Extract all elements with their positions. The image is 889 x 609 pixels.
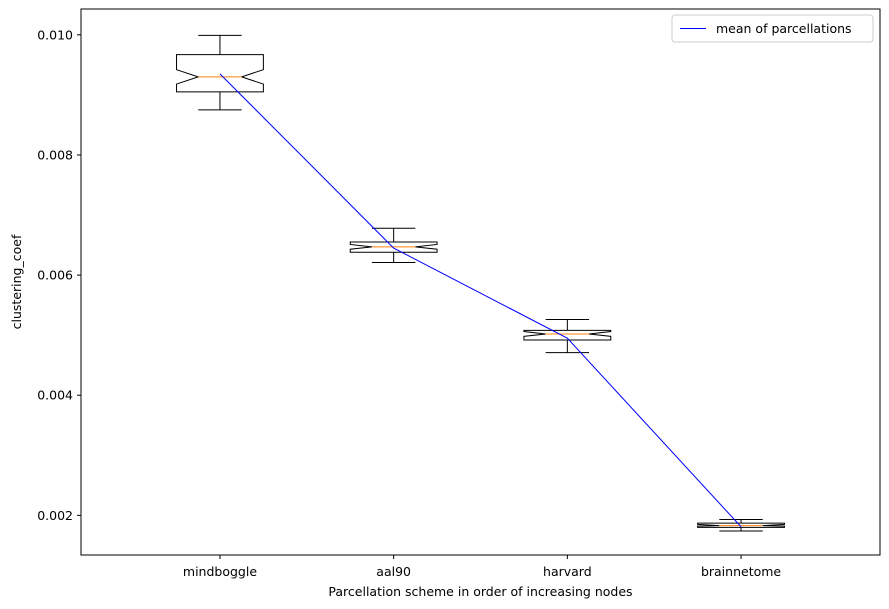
box-harvard bbox=[523, 319, 612, 354]
x-axis-label: Parcellation scheme in order of increasi… bbox=[328, 584, 632, 599]
x-tick-label: harvard bbox=[543, 564, 592, 579]
y-axis-label: clustering_coef bbox=[9, 234, 24, 329]
box-aal90 bbox=[349, 227, 438, 263]
box-body bbox=[697, 522, 785, 528]
plot-frame bbox=[80, 8, 881, 556]
series-line-mean-of-parcellations bbox=[219, 73, 742, 528]
boxes-layer bbox=[176, 34, 785, 532]
box-body bbox=[523, 329, 612, 341]
legend-label-mean: mean of parcellations bbox=[716, 21, 852, 36]
box-brainnetome bbox=[697, 519, 785, 532]
y-tick-label: 0.006 bbox=[37, 268, 73, 283]
mean-line-layer bbox=[219, 73, 742, 528]
box-body bbox=[176, 54, 264, 93]
y-tick-label: 0.010 bbox=[37, 27, 73, 42]
legend-frame bbox=[671, 14, 874, 43]
x-tick-label: aal90 bbox=[376, 564, 411, 579]
legend: mean of parcellations bbox=[671, 14, 874, 43]
x-tick-label: brainnetome bbox=[701, 564, 781, 579]
y-tick-label: 0.004 bbox=[37, 388, 73, 403]
y-tick-label: 0.002 bbox=[37, 508, 73, 523]
axes-layer bbox=[80, 8, 881, 556]
box-mindboggle bbox=[176, 34, 264, 111]
box-body bbox=[349, 241, 438, 253]
ticks-layer: 0.002 0.004 0.006 0.008 0.010 mindboggle aal90… bbox=[37, 27, 781, 579]
plot-background bbox=[81, 9, 880, 555]
y-tick-label: 0.008 bbox=[37, 147, 73, 162]
x-tick-label: mindboggle bbox=[183, 564, 257, 579]
